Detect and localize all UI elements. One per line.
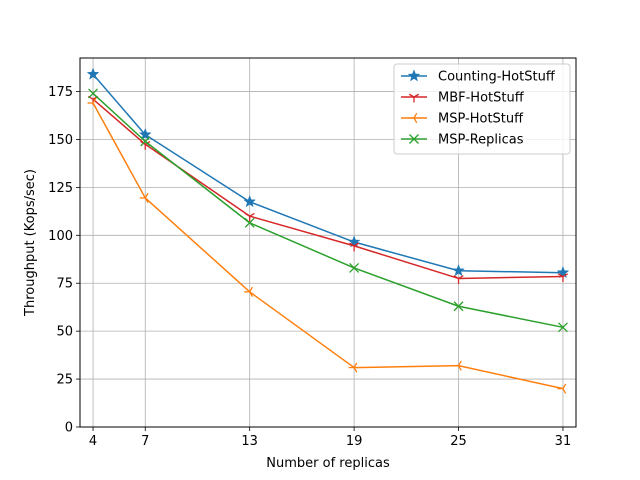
data-point bbox=[453, 360, 462, 371]
data-point bbox=[244, 286, 253, 297]
axis-ticks: 4 7 13 19 25 31 0 25 50 75 100 125 150 175 bbox=[48, 85, 571, 449]
data-point bbox=[243, 195, 257, 208]
legend-label: Counting-HotStuff bbox=[438, 70, 556, 85]
data-point bbox=[557, 273, 569, 283]
y-tick-label: 100 bbox=[48, 229, 73, 244]
y-tick-label: 175 bbox=[48, 85, 73, 100]
series-counting-hotstuff bbox=[86, 67, 570, 279]
legend-box bbox=[393, 63, 571, 155]
legend-label: MBF-HotStuff bbox=[438, 91, 525, 106]
data-point bbox=[86, 67, 100, 80]
data-point bbox=[349, 262, 360, 273]
data-point bbox=[408, 93, 420, 103]
y-tick-label: 25 bbox=[56, 373, 73, 388]
legend-item: MBF-HotStuff bbox=[401, 91, 525, 106]
legend-item: Counting-HotStuff bbox=[401, 69, 556, 85]
y-tick-label: 75 bbox=[56, 277, 73, 292]
legend-item: MSP-Replicas bbox=[401, 133, 524, 148]
data-point bbox=[453, 275, 464, 284]
legend: Counting-HotStuff MBF-HotStuff MSP-HotStuf… bbox=[393, 63, 571, 155]
data-point bbox=[557, 383, 567, 394]
series-line bbox=[92, 92, 564, 329]
series-msp-replicas bbox=[88, 88, 568, 333]
y-tick-label: 50 bbox=[56, 325, 73, 340]
series-lines bbox=[86, 67, 570, 394]
x-tick-label: 13 bbox=[241, 434, 258, 449]
x-tick-label: 31 bbox=[555, 434, 572, 449]
data-point bbox=[139, 192, 149, 204]
data-point bbox=[349, 242, 360, 252]
y-tick-label: 150 bbox=[48, 133, 73, 148]
data-point bbox=[557, 322, 568, 333]
x-tick-label: 4 bbox=[89, 434, 97, 449]
data-point bbox=[556, 265, 570, 279]
x-tick-label: 19 bbox=[346, 434, 363, 449]
legend-label: MSP-Replicas bbox=[438, 133, 524, 148]
data-point bbox=[408, 112, 418, 124]
x-axis-label: Number of replicas bbox=[266, 456, 390, 471]
legend-item: MSP-HotStuff bbox=[401, 112, 524, 127]
plot-frame bbox=[79, 57, 577, 428]
x-tick-label: 7 bbox=[141, 434, 149, 449]
data-point bbox=[409, 134, 419, 144]
data-point bbox=[140, 136, 151, 147]
series-line bbox=[92, 73, 563, 274]
series-msp-hotstuff bbox=[87, 97, 567, 394]
series-line bbox=[92, 102, 564, 390]
y-axis-label: Throughput (Kops/sec) bbox=[23, 169, 38, 317]
x-tick-label: 25 bbox=[450, 434, 467, 449]
data-point bbox=[138, 127, 152, 141]
data-point bbox=[348, 362, 358, 373]
y-tick-label: 0 bbox=[65, 421, 73, 436]
legend-label: MSP-HotStuff bbox=[438, 112, 524, 127]
grid bbox=[80, 58, 576, 428]
data-point bbox=[88, 88, 99, 99]
data-point bbox=[347, 235, 361, 248]
data-point bbox=[244, 212, 255, 222]
data-point bbox=[87, 97, 97, 109]
data-point bbox=[452, 264, 465, 277]
series-line bbox=[92, 98, 563, 280]
y-tick-label: 125 bbox=[48, 181, 73, 196]
data-point bbox=[453, 301, 464, 312]
data-point bbox=[244, 217, 255, 228]
data-point bbox=[407, 69, 421, 82]
